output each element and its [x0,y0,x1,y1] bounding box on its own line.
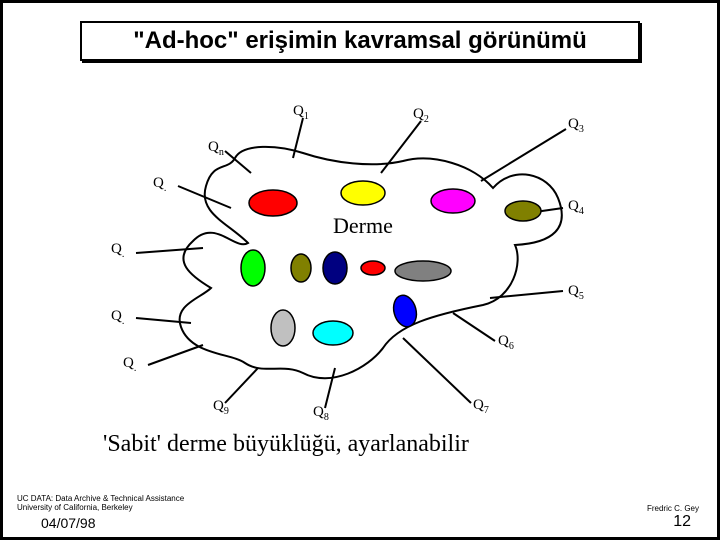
q-label-Qdot2: Q. [111,241,124,260]
document-ellipse [431,189,475,213]
q-label-Q7: Q7 [473,397,489,416]
document-ellipse [313,321,353,345]
slide-frame: "Ad-hoc" erişimin kavramsal görünümü Q1Q… [0,0,720,540]
slide-title: "Ad-hoc" erişimin kavramsal görünümü [80,21,640,61]
page-number: 12 [673,513,691,531]
footer-right: Fredric C. Gey [647,504,699,513]
document-ellipse [323,252,347,284]
q-label-Qdot3: Q. [111,308,124,327]
connector-line [453,313,495,341]
derme-label: Derme [333,213,393,239]
connector-line [225,368,258,403]
q-label-Q3: Q3 [568,116,584,135]
q-label-Q4: Q4 [568,198,584,217]
connector-line [403,338,471,403]
q-label-Q9: Q9 [213,398,229,417]
document-ellipse [361,261,385,275]
footer-left: UC DATA: Data Archive & Technical Assist… [17,494,184,513]
document-ellipse [271,310,295,346]
document-ellipse [341,181,385,205]
q-label-Qdot4: Q. [123,355,136,374]
document-ellipse [241,250,265,286]
connector-line [381,121,421,173]
document-ellipse [249,190,297,216]
document-ellipse [291,254,311,282]
connector-line [325,368,335,408]
connector-line [136,318,191,323]
slide-subtitle: 'Sabit' derme büyüklüğü, ayarlanabilir [103,431,469,458]
diagram-area: Q1 Q2 Q3 Qn Q. Q4 Q. Q5 Q. Q6 Q. Q9 Q8 Q7 Derme [3,73,720,433]
connector-line [481,129,566,181]
q-label-Q6: Q6 [498,333,514,352]
document-ellipse [395,261,451,281]
footer-left-line1: UC DATA: Data Archive & Technical Assist… [17,494,184,504]
q-label-Qn: Qn [208,139,224,158]
q-label-Qdot1: Q. [153,175,166,194]
q-label-Q5: Q5 [568,283,584,302]
document-ellipse [505,201,541,221]
q-label-Q2: Q2 [413,106,429,125]
q-label-Q8: Q8 [313,404,329,423]
connector-line [136,248,203,253]
connector-line [148,345,203,365]
slide-date: 04/07/98 [41,515,96,531]
q-label-Q1: Q1 [293,103,309,122]
footer-left-line2: University of California, Berkeley [17,503,184,513]
